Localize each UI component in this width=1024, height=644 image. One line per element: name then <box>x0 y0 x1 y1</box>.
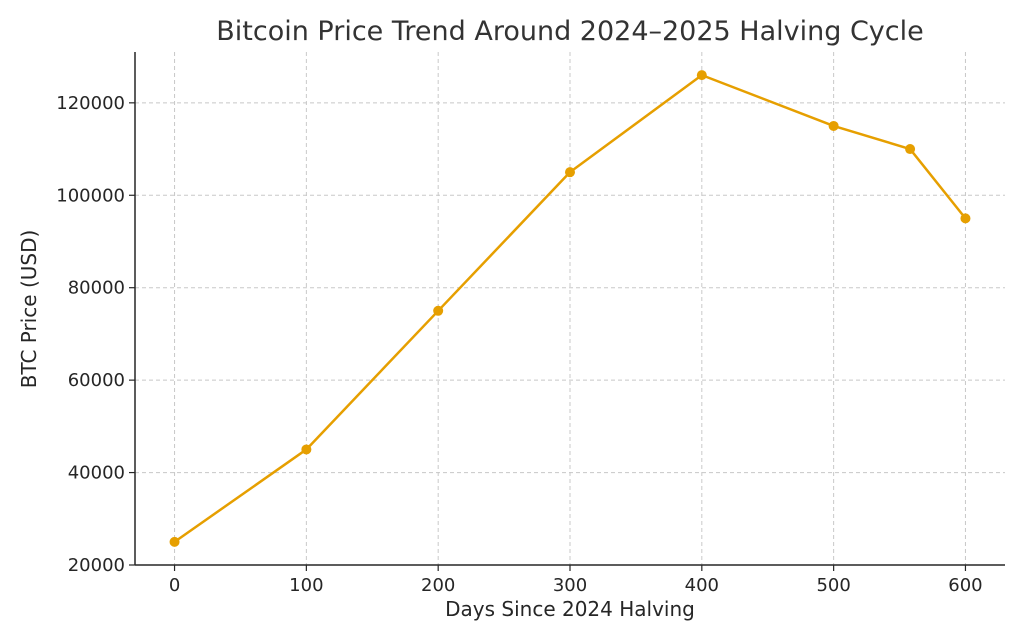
y-tick-label: 40000 <box>68 463 125 484</box>
x-tick-label: 200 <box>421 575 455 596</box>
grid <box>135 52 1005 566</box>
chart-title: Bitcoin Price Trend Around 2024–2025 Hal… <box>216 16 924 47</box>
y-tick-label: 60000 <box>68 370 125 391</box>
y-axis-label: BTC Price (USD) <box>17 230 41 389</box>
data-point <box>905 144 916 155</box>
x-tick-label: 500 <box>816 575 850 596</box>
y-tick-label: 120000 <box>56 93 125 114</box>
data-point <box>696 70 707 81</box>
data-point <box>960 213 971 224</box>
y-tick-label: 100000 <box>56 185 125 206</box>
data-point <box>169 536 180 547</box>
series-line <box>173 73 967 543</box>
x-tick-label: 100 <box>289 575 323 596</box>
series <box>169 70 971 547</box>
y-tick-label: 80000 <box>68 278 125 299</box>
y-tick-label: 20000 <box>68 555 125 576</box>
x-axis-ticks: 0 100 200 300 400 500 600 <box>169 565 983 596</box>
x-tick-label: 0 <box>169 575 180 596</box>
data-point <box>565 167 575 178</box>
data-point <box>433 305 444 316</box>
data-point <box>301 444 312 455</box>
x-tick-label: 600 <box>948 575 982 596</box>
x-tick-label: 400 <box>685 575 719 596</box>
data-point <box>828 120 839 131</box>
y-axis-ticks: 20000 40000 60000 80000 100000 120000 <box>56 93 135 576</box>
x-axis-label: Days Since 2024 Halving <box>445 597 695 621</box>
x-tick-label: 300 <box>553 575 587 596</box>
